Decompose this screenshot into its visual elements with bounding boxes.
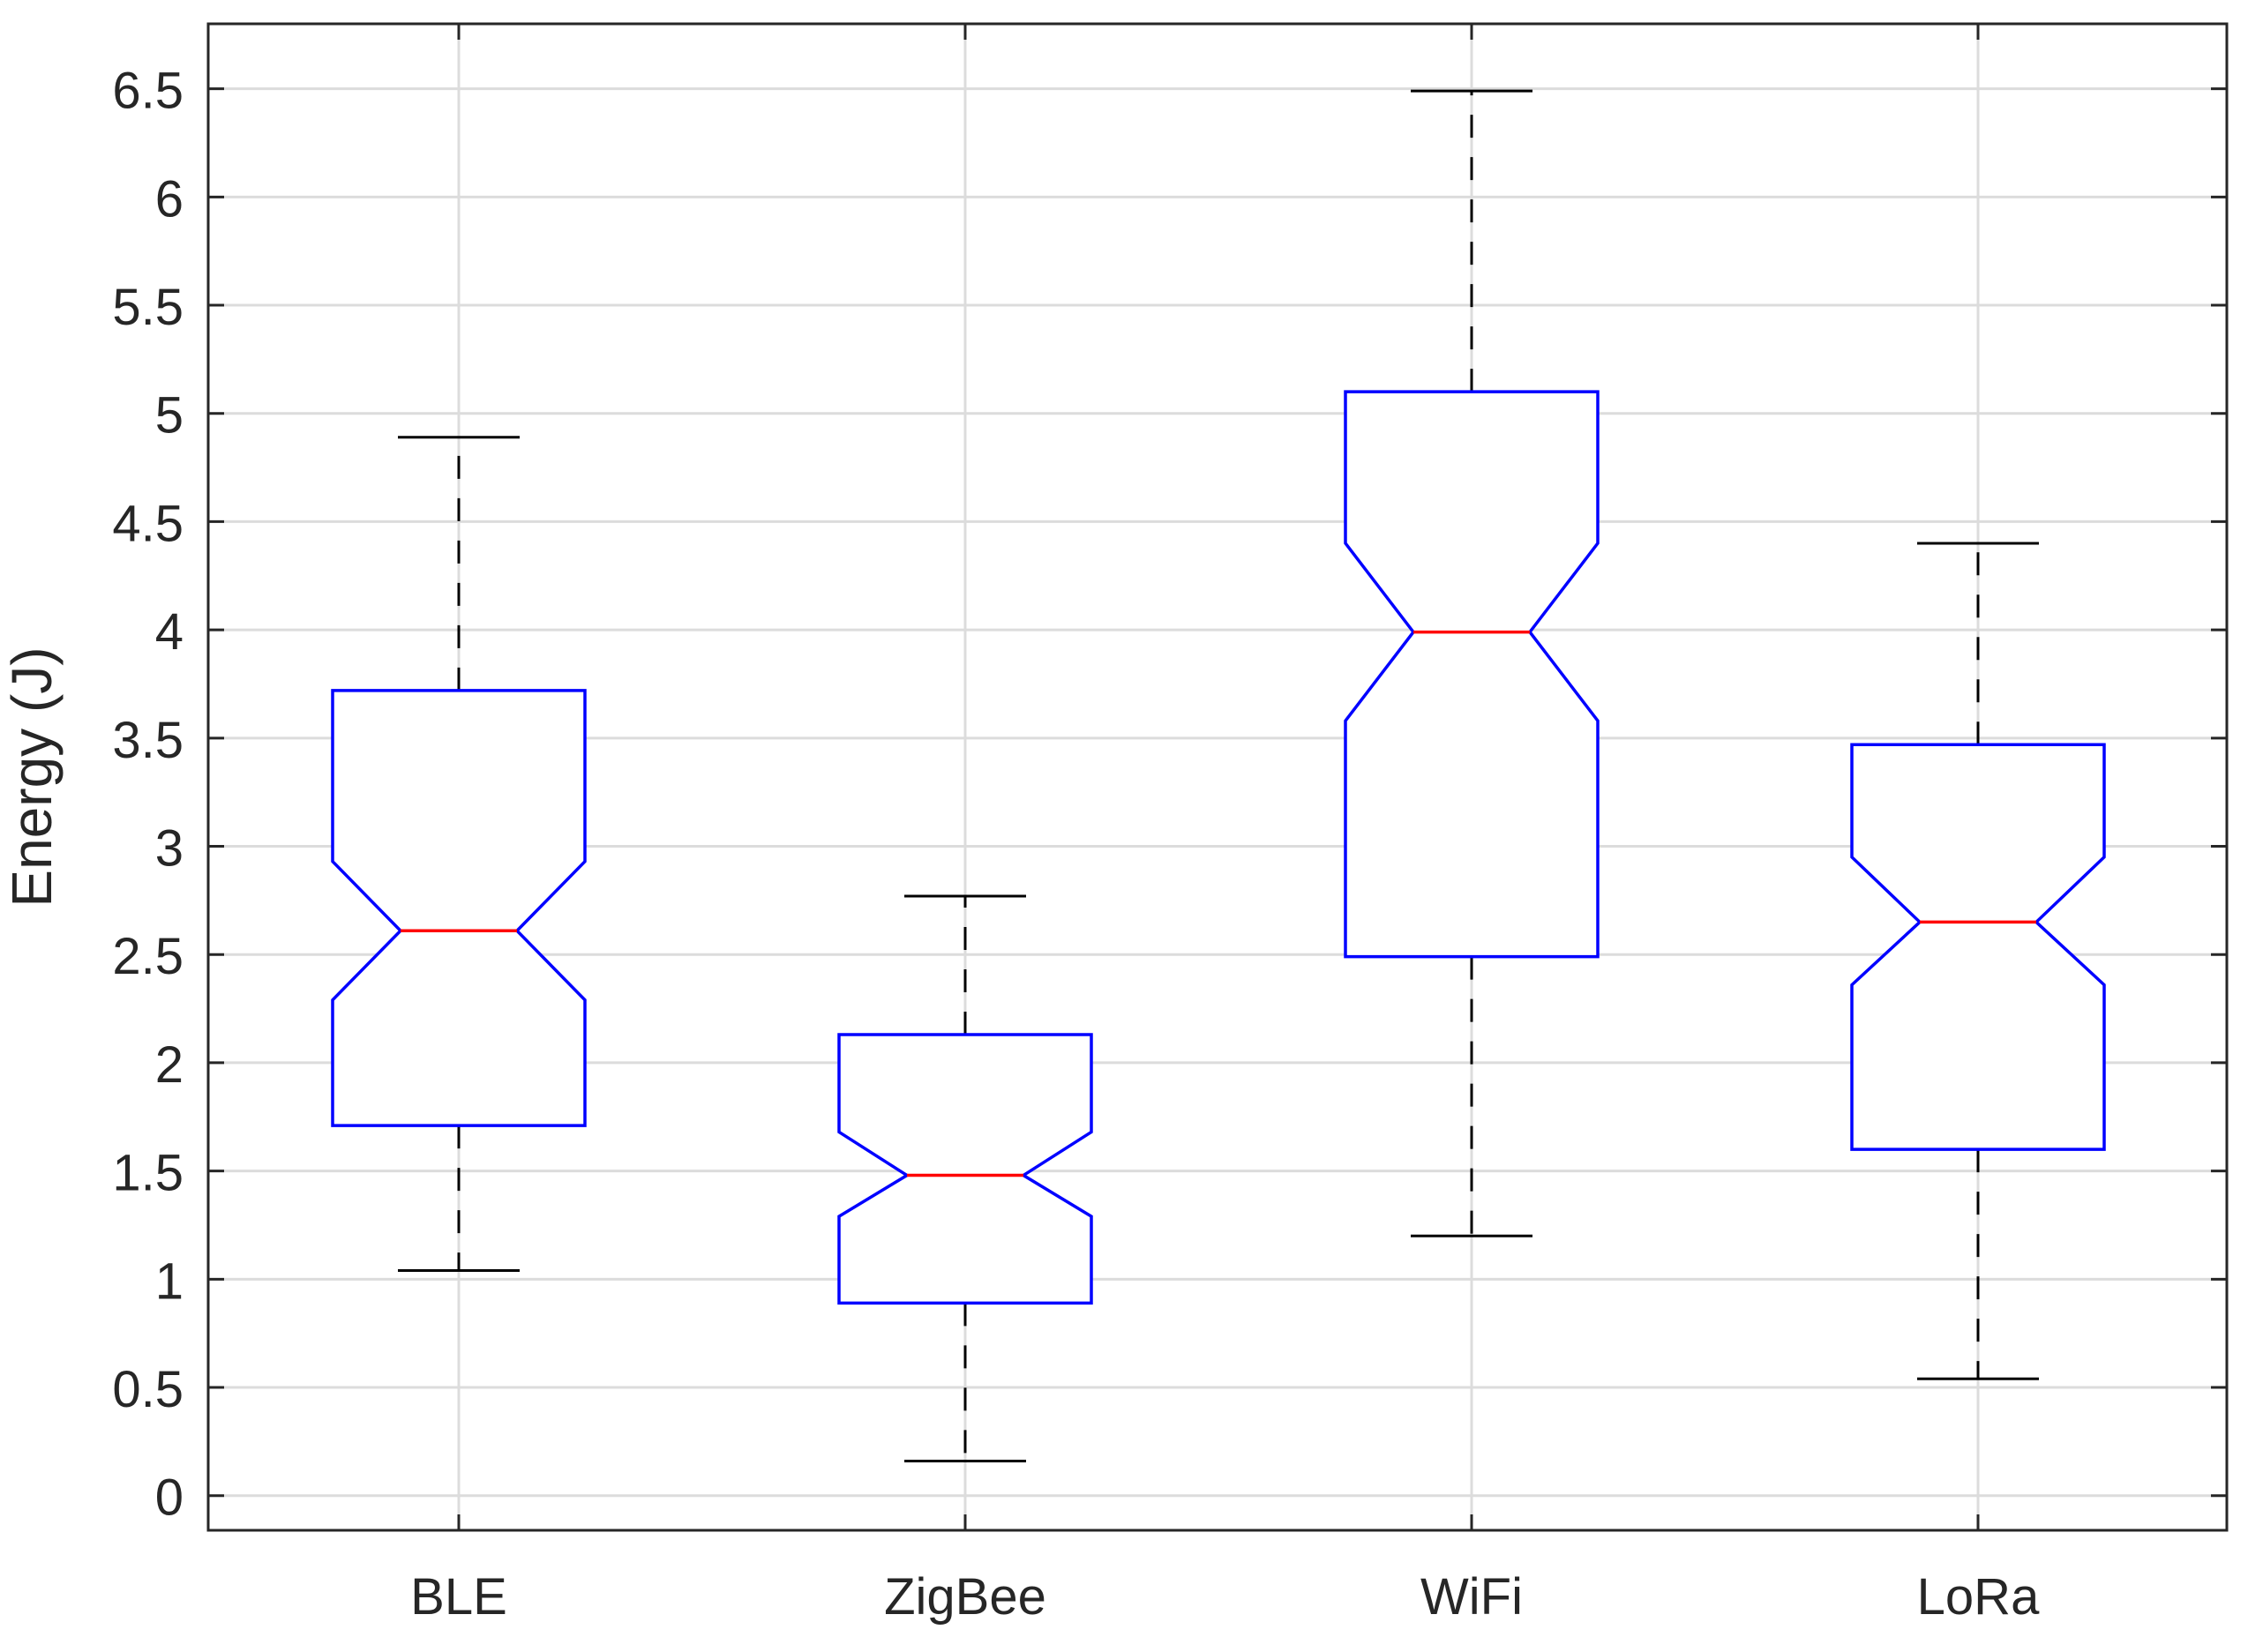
x-tick-label: LoRa [1917,1568,2040,1626]
y-tick-label: 1.5 [112,1145,184,1202]
y-tick-label: 4 [155,603,184,661]
y-tick-label: 5.5 [112,279,184,336]
y-tick-label: 3.5 [112,712,184,769]
y-tick-label: 0 [155,1469,184,1527]
box-lora [1850,542,2106,1380]
plot-frame [206,22,2229,1532]
notched-box [1344,390,1600,959]
notched-box [331,689,587,1127]
plot-layer [331,89,2106,1462]
y-tick-label: 6.5 [112,63,184,120]
y-tick-label: 5 [155,387,184,445]
y-tick-label: 0.5 [112,1361,184,1418]
y-tick-label: 3 [155,820,184,878]
x-tick-label: WiFi [1420,1568,1523,1626]
tick-layer: 0 0.5 1 1.5 2 2.5 3 3.5 4 4.5 5 5.5 6 6.5 BLE ZigBee WiF… [112,24,2227,1626]
box-ble [331,436,587,1273]
notched-box [1850,743,2106,1151]
y-tick-label: 6 [155,170,184,228]
notched-box [837,1033,1093,1305]
y-tick-label: 1 [155,1252,184,1310]
y-tick-label: 2.5 [112,928,184,985]
y-tick-label: 2 [155,1036,184,1094]
box-wifi [1344,89,1600,1237]
y-tick-label: 4.5 [112,495,184,552]
box-zigbee [837,894,1093,1462]
y-axis-label: Energy (J) [0,647,64,907]
x-tick-label: ZigBee [884,1568,1046,1626]
x-tick-label: BLE [410,1568,507,1626]
